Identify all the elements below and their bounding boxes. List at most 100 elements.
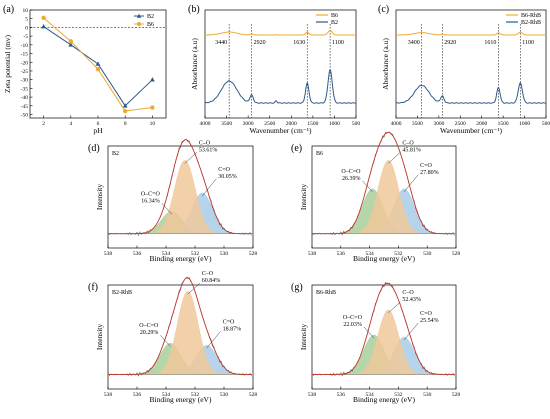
component-name: C=O	[218, 167, 230, 173]
component-name: C–O	[202, 271, 214, 277]
component-peak-orange	[108, 290, 253, 375]
legend-marker	[136, 13, 142, 18]
x-tick-label: 4000	[200, 121, 211, 127]
fitted-envelope	[312, 131, 455, 235]
y-axis-label: Zeta potential (mv)	[3, 35, 12, 93]
x-tick-label: 534	[162, 251, 171, 257]
panel-a: (a) 10 5 0 -5 -10 -15 -20 -25 -30 -35 -40 -45 -50 2 4 6 8…	[3, 4, 167, 135]
y-axis-label: Absorbance (a.u)	[190, 38, 199, 90]
data-point-B6	[95, 67, 101, 72]
panel-label: (b)	[188, 4, 200, 15]
y-tick-label: 5	[25, 17, 28, 23]
y-axis-label: Intensity	[299, 324, 308, 350]
x-tick-label: 534	[365, 392, 374, 398]
x-tick-label: 4	[69, 121, 72, 127]
x-tick-label: 530	[220, 251, 229, 257]
panel-c: (c) 4000 3500 3000 2500 2000 1500 1000 500 Wavenu…	[378, 4, 550, 135]
annotation-leader	[403, 322, 419, 341]
y-tick-label: -30	[21, 78, 29, 84]
component-name: O–C=O	[343, 315, 363, 321]
x-tick-label: 536	[337, 251, 346, 257]
sample-label: B6-RhB	[316, 290, 336, 296]
x-tick-label: 528	[249, 251, 258, 257]
component-name: C–O	[199, 140, 211, 146]
peak-label: 3400	[408, 40, 420, 46]
spectrum-B2	[204, 68, 357, 104]
data-point-B2	[95, 61, 101, 66]
spectrum-B2-RhB	[395, 82, 547, 104]
y-axis-label: Absorbance (a.u)	[381, 38, 390, 90]
x-tick-label: 500	[352, 121, 361, 127]
panel-label: (a)	[3, 4, 14, 15]
y-tick-label: -35	[21, 86, 29, 92]
fitted-envelope	[108, 139, 252, 235]
panel-b: (b) 4000 3500 3000 2500 2000 1500 1000 500 Wavenu…	[188, 4, 360, 135]
component-percent: 52.43%	[402, 297, 421, 303]
x-tick-label: 538	[104, 392, 113, 398]
x-tick-label: 1500	[307, 121, 318, 127]
data-point-B2	[41, 23, 46, 29]
component-name: C–O	[402, 290, 414, 296]
x-tick-label: 538	[308, 251, 317, 257]
peak-label: 1100	[332, 40, 344, 46]
peak-label: 1100	[522, 40, 534, 46]
x-tick-label: 500	[542, 121, 550, 127]
component-percent: 27.80%	[420, 170, 439, 176]
x-tick-label: 8	[124, 121, 127, 127]
component-percent: 53.61%	[199, 147, 218, 153]
legend-label: B6	[331, 13, 338, 19]
fitted-envelope	[312, 282, 455, 375]
panel-label: (e)	[291, 143, 302, 154]
x-tick-label: 536	[133, 251, 142, 257]
component-name: C–O	[402, 140, 414, 146]
plot-frame	[107, 284, 254, 390]
y-tick-label: -10	[21, 43, 29, 49]
component-name: O–C=O	[139, 323, 159, 329]
x-tick-label: 538	[104, 251, 113, 257]
x-tick-label: 532	[394, 392, 403, 398]
y-axis-label: Intensity	[95, 324, 104, 350]
component-name: C=O	[420, 311, 432, 317]
x-tick-label: 2000	[476, 121, 487, 127]
annotation-leader	[388, 301, 401, 314]
annotation-leader	[363, 326, 375, 339]
y-tick-label: -15	[21, 52, 29, 58]
panel-g: (g) B6-RhB 538 536 534 532 530 528 Binding energ…	[291, 281, 461, 404]
x-tick-label: 3500	[412, 121, 423, 127]
panel-label: (d)	[88, 143, 100, 154]
x-tick-label: 3000	[243, 121, 254, 127]
x-tick-label: 2500	[455, 121, 466, 127]
peak-label: 1630	[293, 40, 305, 46]
plot-frame	[204, 9, 357, 119]
component-percent: 25.54%	[420, 318, 439, 324]
legend-label: B2-RhB	[521, 20, 541, 26]
x-tick-label: 528	[249, 392, 258, 398]
x-tick-label: 1000	[519, 121, 530, 127]
component-percent: 20.29%	[140, 330, 159, 336]
annotation-leader	[388, 152, 401, 164]
fitted-envelope	[108, 277, 252, 375]
legend-label: B2	[147, 14, 154, 20]
x-axis-label: Binding energy (eV)	[150, 395, 212, 404]
data-point-B6	[123, 108, 128, 114]
x-tick-label: 528	[452, 392, 461, 398]
y-axis-label: Intensity	[95, 184, 104, 210]
component-percent: 60.84%	[202, 278, 221, 284]
component-percent: 26.39%	[342, 176, 361, 182]
peak-label: 1610	[484, 40, 496, 46]
component-name: O–C=O	[141, 191, 161, 197]
data-point-B2	[68, 42, 74, 47]
plot-frame	[395, 9, 547, 119]
panel-d: (d) B2 538 536 534 532 530 528 Binding energy (e…	[88, 138, 258, 263]
sample-label: B2-RhB	[112, 290, 132, 296]
annotation-leader	[202, 178, 217, 197]
component-name: O–C=O	[341, 169, 361, 175]
annotation-leader	[187, 283, 200, 295]
x-axis-label: pH	[93, 126, 103, 135]
data-point-B6	[150, 105, 155, 110]
component-peak-orange	[108, 160, 253, 234]
x-tick-label: 10	[150, 121, 156, 127]
x-tick-label: 528	[452, 251, 461, 257]
panel-e: (e) B6 538 536 534 532 530 528 Binding energy (e…	[291, 131, 461, 263]
x-tick-label: 536	[133, 392, 142, 398]
